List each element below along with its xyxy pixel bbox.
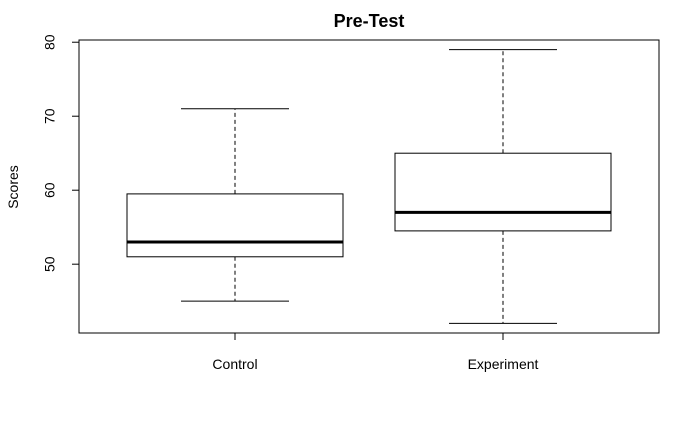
box-experiment [395, 50, 611, 324]
x-tick-label: Experiment [468, 356, 539, 372]
y-axis-label: Scores [5, 165, 21, 209]
y-tick-label: 50 [42, 256, 58, 272]
y-tick-label: 80 [42, 34, 58, 50]
x-tick-label: Control [212, 356, 257, 372]
iqr-box [395, 153, 611, 231]
boxes-group [127, 50, 611, 324]
y-axis: 50 60 70 80 [42, 34, 79, 272]
chart-title: Pre-Test [334, 11, 405, 31]
iqr-box [127, 194, 343, 257]
y-tick-label: 70 [42, 108, 58, 124]
box-control [127, 109, 343, 301]
x-axis: Control Experiment [212, 333, 538, 372]
y-tick-label: 60 [42, 182, 58, 198]
